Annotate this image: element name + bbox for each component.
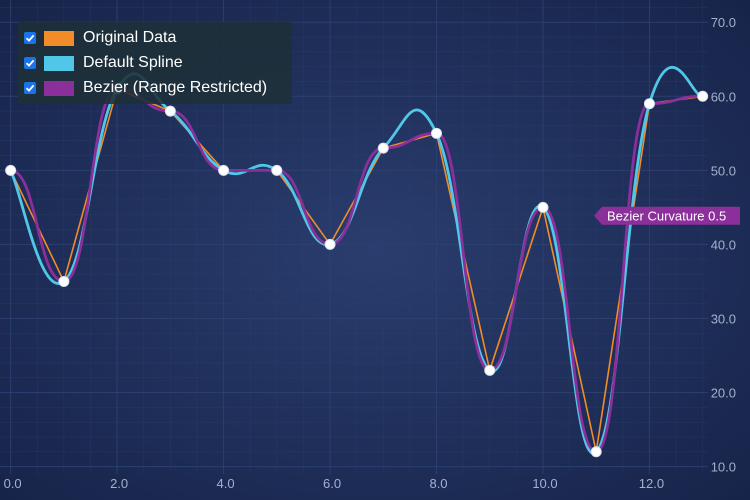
y-tick-label: 70.0 bbox=[711, 15, 736, 30]
legend: Original Data Default Spline Bezier (Ran… bbox=[18, 22, 292, 104]
legend-swatch-default-spline bbox=[44, 55, 74, 71]
legend-item-default-spline[interactable]: Default Spline bbox=[24, 51, 183, 75]
legend-swatch-bezier bbox=[44, 80, 74, 96]
markers bbox=[5, 83, 709, 458]
annotation-label: Bezier Curvature 0.5 bbox=[607, 208, 726, 223]
data-point bbox=[58, 275, 70, 287]
legend-item-bezier[interactable]: Bezier (Range Restricted) bbox=[24, 76, 267, 100]
legend-item-original-data[interactable]: Original Data bbox=[24, 26, 176, 50]
y-tick-label: 20.0 bbox=[711, 386, 736, 401]
data-point bbox=[537, 201, 549, 213]
legend-label: Default Spline bbox=[83, 54, 183, 71]
annotation-badge bbox=[594, 206, 740, 225]
axes: 0.0 2.0 4.0 6.0 8.0 10.0 12.0 10.0 20.0 30.0 40.0 5… bbox=[4, 15, 736, 491]
check-icon bbox=[25, 59, 35, 67]
legend-swatch-original-data bbox=[44, 30, 74, 46]
checkbox-default-spline[interactable] bbox=[24, 57, 36, 69]
y-tick-label: 50.0 bbox=[711, 163, 736, 178]
data-point bbox=[324, 238, 336, 250]
x-tick-label: 6.0 bbox=[323, 476, 341, 491]
x-tick-label: 12.0 bbox=[639, 476, 664, 491]
checkbox-original-data[interactable] bbox=[24, 32, 36, 44]
data-point bbox=[484, 364, 496, 376]
x-tick-label: 10.0 bbox=[532, 476, 557, 491]
y-tick-label: 30.0 bbox=[711, 311, 736, 326]
x-tick-label: 0.0 bbox=[4, 476, 22, 491]
data-point bbox=[697, 90, 709, 102]
x-tick-label: 2.0 bbox=[110, 476, 128, 491]
data-point bbox=[271, 164, 283, 176]
data-point bbox=[431, 127, 443, 139]
legend-label: Bezier (Range Restricted) bbox=[83, 79, 268, 96]
data-point bbox=[590, 446, 602, 458]
data-point bbox=[164, 105, 176, 117]
data-point bbox=[377, 142, 389, 154]
annotation: Bezier Curvature 0.5 bbox=[594, 206, 740, 225]
x-tick-label: 8.0 bbox=[429, 476, 447, 491]
x-tick-label: 4.0 bbox=[217, 476, 235, 491]
check-icon bbox=[25, 84, 35, 92]
data-point bbox=[5, 164, 17, 176]
data-point bbox=[218, 164, 230, 176]
y-tick-label: 60.0 bbox=[711, 89, 736, 104]
data-point bbox=[643, 98, 655, 110]
y-tick-label: 40.0 bbox=[711, 237, 736, 252]
checkbox-bezier[interactable] bbox=[24, 82, 36, 94]
legend-label: Original Data bbox=[83, 29, 177, 46]
y-tick-label: 10.0 bbox=[711, 460, 736, 475]
check-icon bbox=[25, 34, 35, 42]
